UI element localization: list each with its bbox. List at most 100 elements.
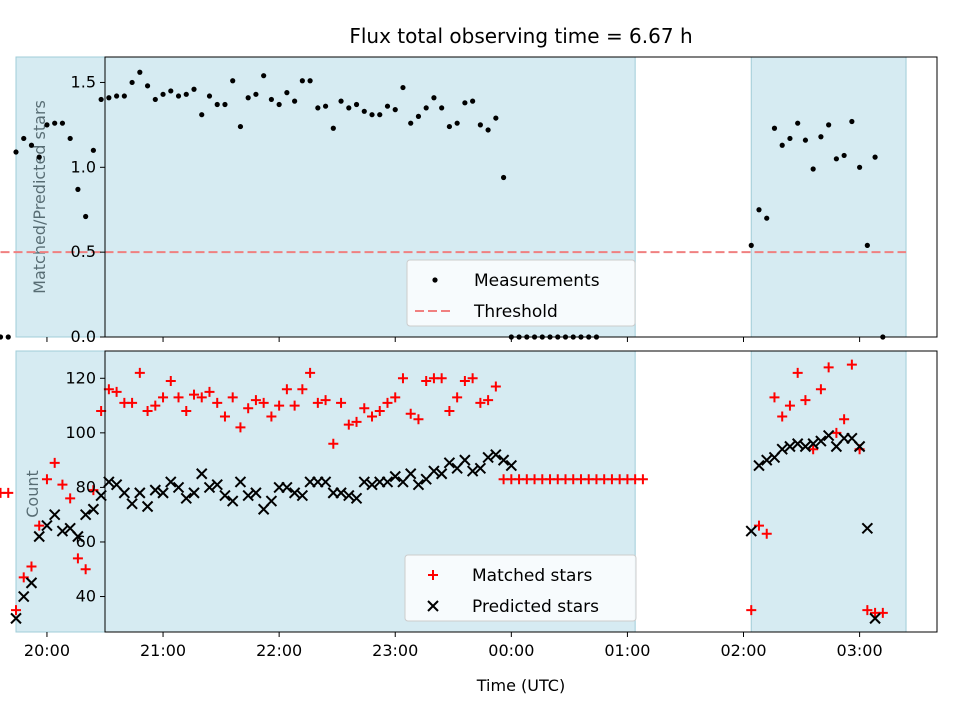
- matched-point: [250, 395, 261, 406]
- bottom-series-0: [0, 359, 888, 618]
- x-tick-label: 20:00: [24, 641, 70, 660]
- matched-point: [274, 400, 285, 411]
- measurement-point: [168, 88, 174, 94]
- matched-point: [72, 553, 83, 564]
- measurement-point: [764, 215, 770, 221]
- matched-point: [96, 406, 107, 417]
- matched-point: [258, 397, 269, 408]
- measurement-point: [470, 98, 476, 104]
- matched-point: [305, 367, 316, 378]
- matched-point: [351, 416, 362, 427]
- x-tick-label: 22:00: [256, 641, 302, 660]
- measurement-point: [21, 135, 27, 142]
- matched-point: [761, 528, 772, 539]
- measurement-point: [13, 149, 19, 155]
- measurement-point: [98, 96, 104, 103]
- y-tick-label: 80: [76, 477, 96, 496]
- predicted-point: [791, 438, 804, 450]
- matched-point: [150, 400, 161, 411]
- x-tick-label: 23:00: [372, 641, 418, 660]
- matched-point: [405, 408, 416, 419]
- y-tick-label: 1.0: [71, 157, 96, 176]
- predicted-point: [48, 508, 61, 521]
- predicted-point: [459, 454, 471, 466]
- measurement-point: [44, 122, 50, 128]
- measurement-point: [137, 69, 143, 75]
- measurement-point: [377, 112, 383, 118]
- matched-point: [777, 411, 788, 422]
- chart-title: Flux total observing time = 6.67 h: [349, 24, 692, 48]
- matched-point: [312, 397, 323, 408]
- matched-point: [297, 384, 308, 395]
- predicted-point: [79, 508, 92, 521]
- predicted-point: [466, 465, 479, 477]
- matched-point: [173, 392, 184, 403]
- matched-point: [212, 397, 223, 408]
- predicted-point: [157, 487, 169, 499]
- bottom-legend-box: [404, 554, 637, 622]
- predicted-point: [234, 476, 247, 488]
- predicted-point: [815, 435, 827, 447]
- predicted-point: [203, 481, 216, 494]
- predicted-point: [211, 478, 223, 491]
- predicted-point: [443, 457, 456, 469]
- predicted-point: [745, 525, 757, 537]
- measurement-point: [83, 213, 89, 220]
- measurement-point: [245, 95, 251, 101]
- y-tick-label: 40: [76, 587, 96, 606]
- measurement-point: [802, 137, 809, 143]
- x-tick-label: 21:00: [140, 641, 186, 660]
- measurement-point: [500, 174, 507, 181]
- measurement-point: [756, 207, 762, 213]
- matched-point: [103, 384, 114, 395]
- legend-marker: [432, 277, 438, 283]
- measurement-point: [833, 156, 839, 162]
- predicted-point: [10, 612, 22, 625]
- bottom-series-1: [10, 429, 881, 625]
- matched-point: [219, 411, 230, 422]
- matched-point: [34, 520, 45, 531]
- predicted-point: [103, 476, 115, 488]
- predicted-point: [72, 530, 84, 543]
- predicted-point: [250, 487, 262, 499]
- measurement-point: [415, 113, 422, 119]
- top-observing-window-1: [750, 56, 907, 338]
- measurement-point: [493, 115, 499, 121]
- predicted-point: [149, 484, 162, 496]
- measurement-point: [338, 98, 344, 104]
- measurement-point: [779, 142, 785, 148]
- measurement-point: [400, 84, 406, 91]
- measurement-point: [818, 134, 824, 140]
- predicted-point: [95, 489, 107, 502]
- measurement-point: [477, 122, 483, 128]
- predicted-point: [358, 476, 370, 488]
- matched-point: [490, 381, 501, 392]
- measurement-point: [52, 120, 58, 126]
- matched-point: [134, 367, 145, 378]
- measurement-point: [384, 103, 391, 109]
- matched-point: [10, 605, 21, 616]
- matched-point: [815, 384, 826, 395]
- matched-point: [444, 406, 455, 417]
- predicted-point: [226, 495, 239, 507]
- measurement-point: [67, 135, 73, 142]
- matched-point: [808, 444, 819, 455]
- measurement-point: [237, 123, 244, 130]
- measurement-point: [28, 142, 35, 148]
- legend-label: Threshold: [473, 302, 558, 322]
- measurement-point: [810, 166, 816, 172]
- y-tick-label: 0.0: [71, 327, 96, 346]
- legend-marker: [428, 570, 438, 580]
- predicted-point: [799, 440, 812, 453]
- matched-point: [374, 406, 385, 417]
- measurement-point: [214, 101, 220, 108]
- measurement-point: [175, 93, 182, 99]
- matched-point: [336, 397, 347, 408]
- measurement-point: [90, 147, 96, 153]
- predicted-point: [188, 487, 200, 499]
- predicted-point: [435, 468, 448, 480]
- predicted-point: [861, 522, 874, 535]
- matched-point: [452, 392, 463, 403]
- matched-point: [57, 479, 68, 490]
